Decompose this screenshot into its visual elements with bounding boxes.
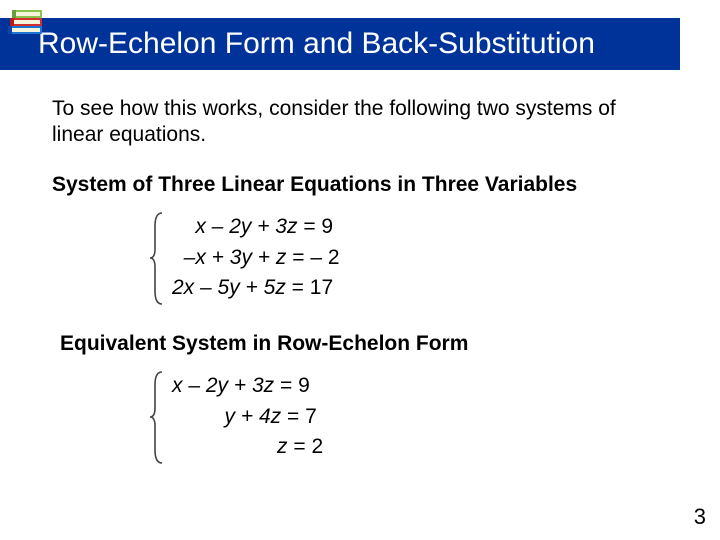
system2-title: Equivalent System in Row-Echelon Form bbox=[60, 332, 668, 356]
system2-equations: x – 2y + 3z = 9 y + 4z = 7 z = 2 bbox=[172, 371, 323, 462]
eq-line: 2x – 5y + 5z = 17 bbox=[172, 273, 340, 303]
system1-title: System of Three Linear Equations in Thre… bbox=[52, 173, 668, 197]
system2-block: x – 2y + 3z = 9 y + 4z = 7 z = 2 bbox=[148, 370, 668, 465]
content-region: To see how this works, consider the foll… bbox=[52, 96, 668, 491]
intro-text: To see how this works, consider the foll… bbox=[52, 96, 668, 149]
system1-block: x – 2y + 3z = 9 –x + 3y + z = – 2 2x – 5… bbox=[148, 211, 668, 306]
eq-line: –x + 3y + z = – 2 bbox=[172, 243, 340, 273]
eq-line: y + 4z = 7 bbox=[172, 402, 323, 432]
brace-icon bbox=[148, 211, 166, 306]
brace-icon bbox=[148, 370, 166, 465]
page-title: Row-Echelon Form and Back-Substitution bbox=[38, 27, 595, 61]
page-number: 3 bbox=[694, 504, 706, 530]
eq-line: x – 2y + 3z = 9 bbox=[172, 371, 323, 401]
system1-equations: x – 2y + 3z = 9 –x + 3y + z = – 2 2x – 5… bbox=[172, 212, 340, 303]
eq-line: x – 2y + 3z = 9 bbox=[172, 212, 340, 242]
header-bar: Row-Echelon Form and Back-Substitution bbox=[0, 18, 680, 70]
books-icon bbox=[6, 8, 46, 38]
eq-line: z = 2 bbox=[172, 432, 323, 462]
